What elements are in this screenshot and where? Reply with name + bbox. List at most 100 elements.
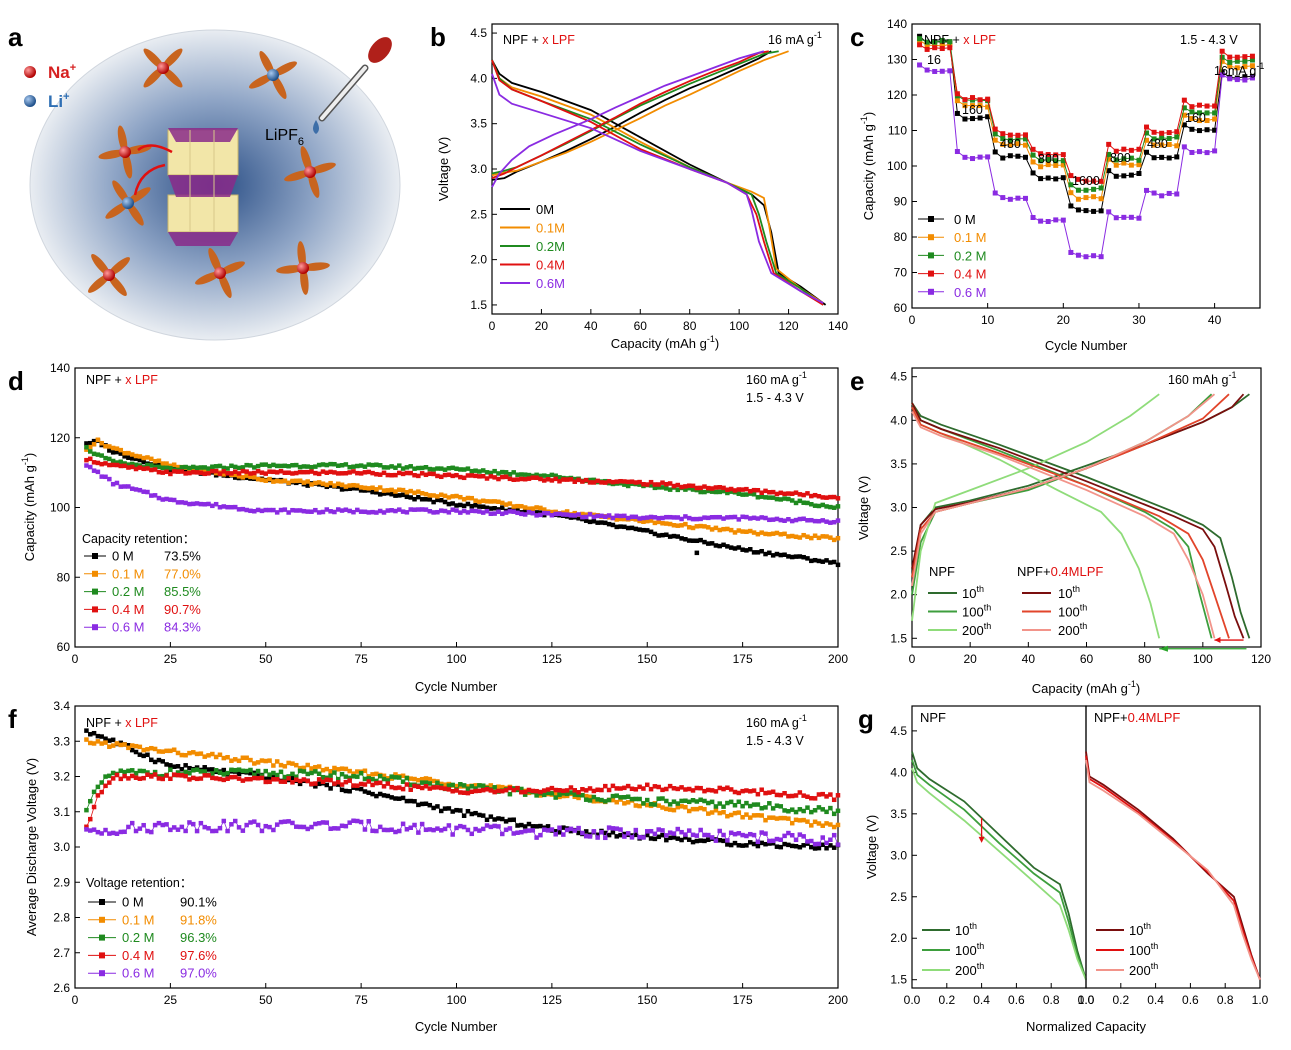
data-point — [614, 513, 619, 519]
insertion-arrow — [137, 144, 173, 154]
data-point — [690, 788, 696, 793]
data-point — [496, 499, 501, 504]
data-point — [183, 773, 188, 779]
data-point — [198, 470, 204, 476]
data-point — [297, 464, 303, 470]
data-point — [141, 822, 146, 828]
data-point — [347, 486, 352, 492]
data-point — [932, 39, 938, 45]
y-axis-label: Voltage (V) — [856, 476, 871, 540]
data-point — [728, 514, 734, 520]
data-point — [446, 495, 452, 500]
data-point — [519, 511, 524, 517]
data-point — [263, 758, 268, 764]
data-point — [370, 772, 375, 777]
data-point — [320, 774, 326, 780]
data-point — [221, 465, 227, 471]
data-point — [473, 788, 478, 794]
legend-label: 100th — [955, 941, 984, 958]
data-point — [805, 841, 810, 846]
data-point — [503, 819, 509, 824]
data-point — [522, 512, 528, 517]
data-point — [301, 469, 307, 475]
data-point — [347, 508, 352, 514]
data-point — [294, 508, 299, 513]
data-point — [191, 775, 196, 781]
data-point — [152, 464, 158, 470]
data-point — [358, 463, 364, 468]
data-point — [362, 464, 368, 469]
data-point — [213, 464, 219, 469]
data-point — [675, 534, 681, 539]
data-point — [423, 827, 429, 833]
data-point — [232, 757, 238, 762]
data-point — [179, 773, 185, 778]
data-point — [667, 783, 673, 789]
legend-label: 100th — [962, 603, 991, 620]
data-point — [305, 509, 310, 514]
data-point — [748, 528, 753, 534]
data-point — [809, 493, 814, 499]
data-point — [660, 828, 665, 833]
y-tick-label: 120 — [887, 88, 907, 102]
data-point — [1234, 65, 1240, 71]
data-point — [473, 786, 478, 791]
data-point — [690, 832, 696, 838]
data-point — [576, 830, 581, 836]
data-point — [679, 798, 684, 804]
na-ion — [214, 267, 226, 279]
data-point — [1212, 116, 1218, 122]
data-point — [236, 825, 242, 830]
data-point — [686, 808, 692, 814]
data-point — [820, 835, 825, 840]
data-point — [362, 776, 368, 782]
data-point — [431, 467, 436, 472]
data-point — [160, 776, 165, 782]
data-point — [366, 776, 372, 781]
data-point — [114, 831, 120, 836]
data-point — [1075, 187, 1081, 193]
data-point — [377, 824, 383, 830]
data-point — [507, 785, 513, 791]
panel-letter-e: e — [850, 366, 864, 396]
data-point — [328, 773, 333, 778]
data-point — [763, 515, 768, 521]
data-point — [202, 773, 207, 778]
data-point — [458, 510, 463, 515]
data-point — [618, 516, 623, 522]
data-point — [572, 479, 578, 484]
x-tick-label: 20 — [963, 652, 977, 666]
data-point — [962, 116, 968, 122]
data-point — [152, 759, 158, 765]
data-point — [484, 505, 490, 511]
data-point — [126, 745, 131, 751]
data-point — [400, 773, 406, 779]
data-point — [625, 483, 631, 489]
data-point — [187, 501, 192, 507]
data-point — [675, 482, 681, 488]
data-point — [694, 833, 700, 838]
data-point — [1136, 162, 1142, 168]
data-point — [175, 750, 181, 756]
data-point — [198, 751, 204, 756]
data-point — [782, 833, 787, 839]
chart-title: NPF + x LPF — [86, 373, 158, 387]
x-tick-label: 0.0 — [904, 993, 921, 1007]
data-point — [400, 492, 406, 498]
data-point — [809, 795, 814, 801]
data-point — [1159, 154, 1165, 160]
data-point — [404, 775, 410, 781]
data-point — [500, 816, 505, 822]
data-point — [255, 468, 261, 474]
data-point — [236, 771, 242, 777]
data-point — [1083, 195, 1089, 201]
legend-marker — [99, 916, 105, 923]
data-point — [1144, 124, 1150, 130]
data-point — [763, 495, 768, 500]
data-point — [725, 544, 730, 549]
data-point — [713, 789, 719, 794]
data-point — [355, 470, 360, 476]
data-point — [782, 841, 787, 847]
data-point — [667, 534, 673, 539]
data-point — [91, 730, 97, 736]
